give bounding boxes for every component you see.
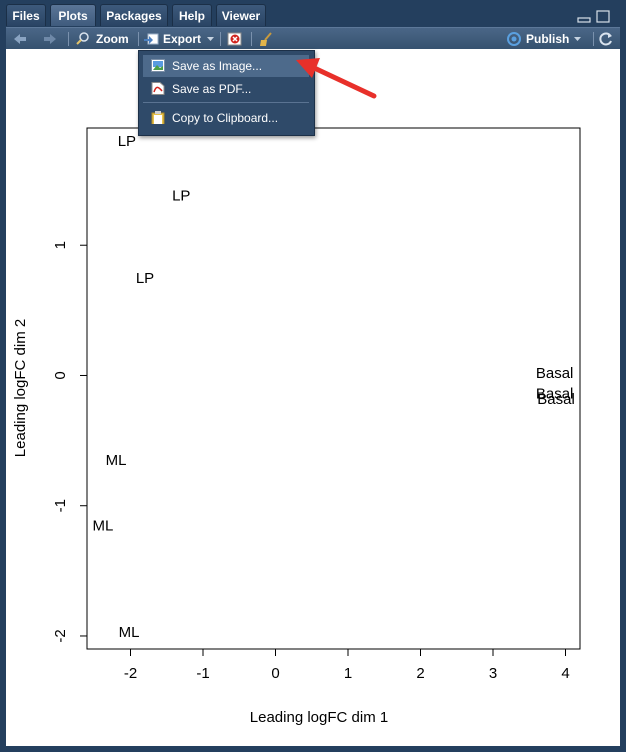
maximize-icon[interactable] bbox=[596, 10, 610, 23]
publish-label: Publish bbox=[526, 32, 570, 46]
forward-arrow-icon[interactable] bbox=[42, 32, 58, 46]
menu-item-label: Save as Image... bbox=[172, 59, 263, 73]
point-label-basal: Basal bbox=[536, 365, 574, 382]
x-axis-label: Leading logFC dim 1 bbox=[250, 709, 388, 726]
tab-label: Help bbox=[178, 9, 205, 23]
x-tick-label: 3 bbox=[489, 665, 497, 682]
x-tick-label: 0 bbox=[271, 665, 279, 682]
x-axis: -2 -1 0 1 2 3 4 bbox=[124, 648, 570, 682]
plot-viewer: -2 -1 0 1 2 3 4 -2 -1 0 1 LP LP LP Basal Basal Basal ML… bbox=[6, 49, 620, 746]
window-controls bbox=[577, 10, 610, 23]
toolbar-separator bbox=[68, 32, 69, 46]
x-tick-label: 1 bbox=[344, 665, 352, 682]
y-axis-label: Leading logFC dim 2 bbox=[12, 319, 29, 457]
toolbar-separator bbox=[593, 32, 594, 46]
point-label-lp: LP bbox=[136, 270, 154, 287]
broom-icon[interactable] bbox=[258, 31, 274, 47]
clipboard-icon bbox=[151, 111, 165, 124]
menu-item-save-as-image[interactable]: Save as Image... bbox=[143, 55, 309, 77]
image-icon bbox=[151, 59, 165, 72]
publish-icon bbox=[507, 32, 521, 46]
tab-label: Files bbox=[12, 9, 40, 23]
zoom-icon bbox=[76, 32, 89, 45]
plots-toolbar: Zoom Export bbox=[6, 27, 620, 49]
tab-help[interactable]: Help bbox=[172, 4, 212, 26]
remove-plot-icon[interactable] bbox=[227, 31, 243, 47]
point-label-ml: ML bbox=[106, 452, 127, 469]
y-tick-label: 1 bbox=[52, 241, 69, 249]
menu-item-copy-to-clipboard[interactable]: Copy to Clipboard... bbox=[143, 107, 309, 129]
toolbar-separator bbox=[138, 32, 139, 46]
x-tick-label: -2 bbox=[124, 665, 137, 682]
minimize-icon[interactable] bbox=[577, 17, 591, 23]
refresh-icon[interactable] bbox=[598, 31, 614, 47]
tab-viewer[interactable]: Viewer bbox=[216, 4, 266, 26]
tab-files[interactable]: Files bbox=[6, 4, 46, 26]
menu-item-label: Copy to Clipboard... bbox=[172, 111, 279, 125]
point-label-ml: ML bbox=[119, 624, 140, 641]
publish-button[interactable]: Publish bbox=[506, 28, 586, 50]
zoom-label: Zoom bbox=[96, 32, 129, 46]
tab-label: Plots bbox=[58, 9, 88, 23]
export-button[interactable]: Export bbox=[143, 28, 215, 50]
y-tick-label: -2 bbox=[52, 629, 69, 642]
x-tick-label: -1 bbox=[196, 665, 209, 682]
chevron-down-icon bbox=[574, 37, 581, 41]
mds-plot: -2 -1 0 1 2 3 4 -2-101 LPLPLPBasalBasalBasalML… bbox=[12, 127, 581, 726]
export-label: Export bbox=[163, 32, 202, 46]
point-label-ml: ML bbox=[93, 517, 114, 534]
tab-bar: Files Plots Packages Help Viewer bbox=[6, 4, 620, 27]
toolbar-separator bbox=[220, 32, 221, 46]
tab-label: Viewer bbox=[221, 9, 261, 23]
tab-plots[interactable]: Plots bbox=[50, 4, 96, 26]
toolbar-separator bbox=[251, 32, 252, 46]
chevron-down-icon bbox=[207, 37, 214, 41]
pdf-icon bbox=[151, 82, 165, 95]
menu-item-save-as-pdf[interactable]: Save as PDF... bbox=[143, 78, 309, 100]
x-tick-label: 2 bbox=[416, 665, 424, 682]
export-dropdown-menu: Save as Image... Save as PDF... Copy to … bbox=[138, 50, 315, 136]
tab-label: Packages bbox=[106, 9, 162, 23]
y-tick-label: -1 bbox=[52, 499, 69, 512]
point-label-basal: Basal bbox=[537, 391, 575, 408]
point-label-lp: LP bbox=[118, 133, 136, 150]
x-tick-label: 4 bbox=[561, 665, 569, 682]
point-label-basal: Basal bbox=[536, 386, 574, 403]
tab-packages[interactable]: Packages bbox=[100, 4, 168, 26]
point-label-lp: LP bbox=[172, 188, 190, 205]
y-tick-label: 0 bbox=[52, 371, 69, 379]
menu-item-label: Save as PDF... bbox=[172, 82, 252, 96]
menu-separator bbox=[143, 102, 309, 103]
plot-box bbox=[86, 127, 581, 650]
zoom-button[interactable]: Zoom bbox=[74, 28, 130, 50]
export-icon bbox=[144, 33, 159, 45]
y-axis: -2 -1 0 1 bbox=[52, 241, 88, 643]
red-arrow-annotation bbox=[296, 58, 377, 99]
back-arrow-icon[interactable] bbox=[12, 32, 28, 46]
